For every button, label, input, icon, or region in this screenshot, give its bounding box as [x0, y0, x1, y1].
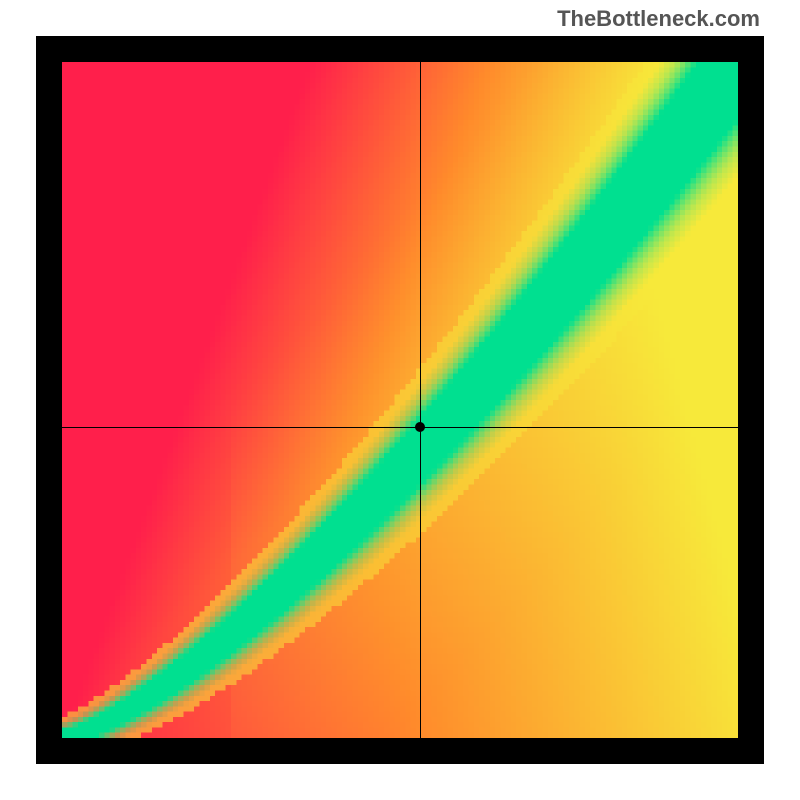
chart-container: TheBottleneck.com	[0, 0, 800, 800]
watermark-text: TheBottleneck.com	[557, 6, 760, 32]
heatmap-plot	[62, 62, 738, 738]
chart-border	[36, 36, 764, 764]
heatmap-canvas	[62, 62, 738, 738]
crosshair-horizontal	[62, 427, 738, 428]
crosshair-vertical	[420, 62, 421, 738]
